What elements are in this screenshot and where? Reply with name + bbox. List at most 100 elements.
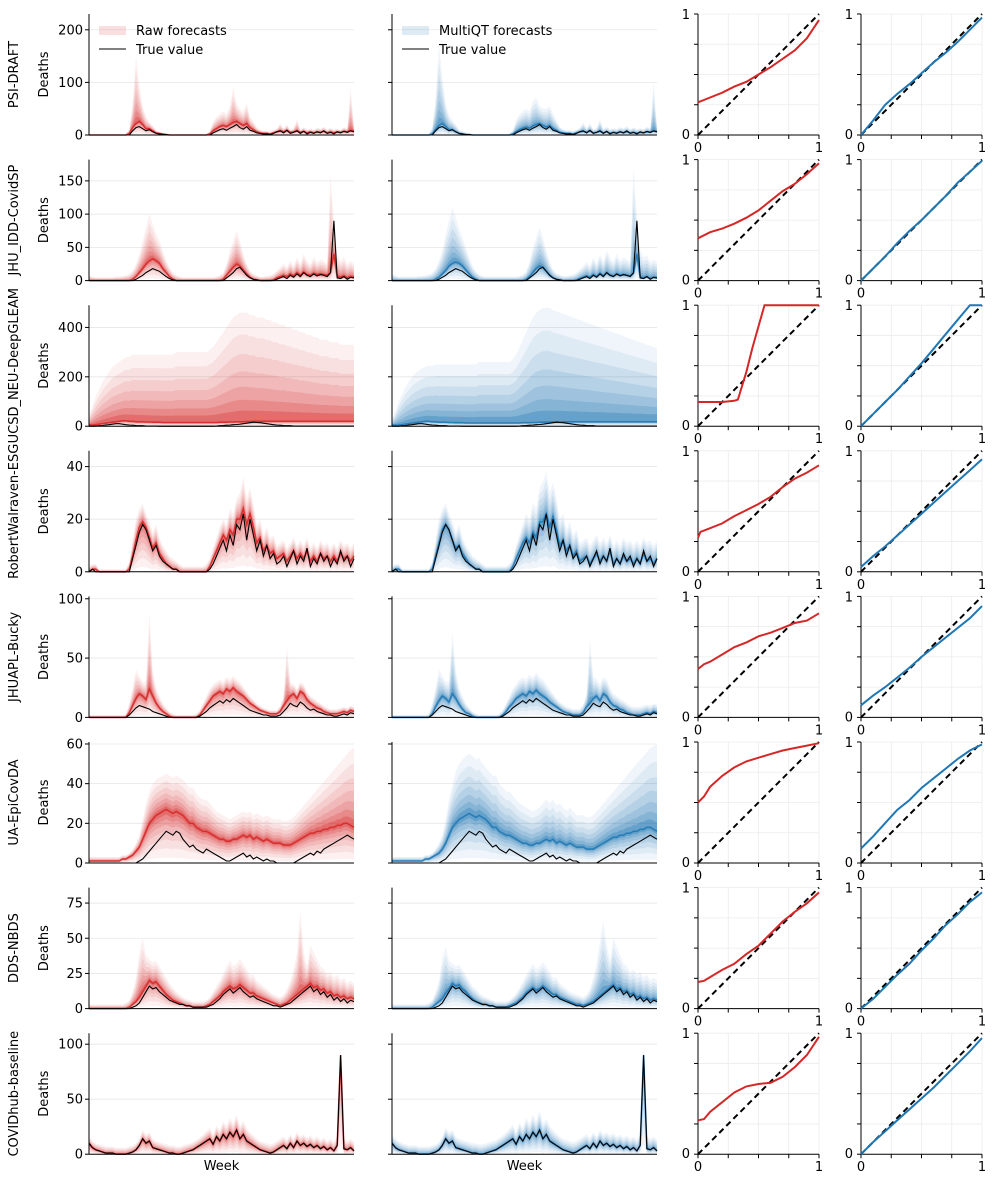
y-tick-label: 1: [682, 154, 690, 169]
y-tick-label: 1: [682, 445, 690, 460]
quantile-band: [392, 744, 657, 863]
quantile-band: [392, 1053, 657, 1155]
x-tick-label: 0: [694, 723, 702, 738]
calibration-raw-6: 1 00 1: [682, 882, 823, 1030]
calibration-curve: [697, 891, 820, 983]
quantile-band: [392, 794, 657, 862]
calibration-curve: [860, 304, 982, 427]
calibration-raw-1: 1 00 1: [682, 154, 823, 302]
raw-panel-4: 0 50 100 Deaths JHUAPL-Bucky: [7, 592, 355, 726]
quantile-band: [89, 489, 354, 572]
calibration-multiqt-6: 1 00 1: [845, 882, 986, 1030]
calibration-curve: [698, 304, 819, 403]
calibration-multiqt-5: 1 00 1: [845, 736, 986, 884]
y-tick-label: 1: [682, 590, 690, 605]
quantile-band: [392, 351, 657, 426]
x-tick-label: 0: [857, 432, 865, 447]
y-tick-label: 25: [66, 967, 83, 982]
calibration-multiqt-2: 1 00 1: [845, 299, 986, 447]
x-tick-label: 1: [815, 1160, 823, 1175]
legend-truth-label: True value: [135, 43, 203, 58]
y-tick-label: 1: [845, 1027, 853, 1042]
raw-panel-3: 0 20 40 Deaths RobertWalraven-ESG: [7, 444, 355, 580]
model-name-label: JHUAPL-Bucky: [7, 612, 22, 703]
median-line: [89, 686, 355, 719]
y-tick-label: 0: [682, 274, 690, 289]
y-tick-label: 1: [845, 882, 853, 897]
multiqt-panel-1: [388, 159, 658, 282]
raw-panel-0: 0 100 200 Deaths PSI-DRAFT Raw forecasts True …: [7, 14, 355, 144]
multiqt-panel-4: [388, 596, 658, 719]
quantile-band: [392, 969, 657, 1009]
calibration-raw-7: 1 00 1: [682, 1027, 823, 1175]
calibration-multiqt-4: 1 00 1: [845, 590, 986, 738]
quantile-band: [89, 748, 354, 863]
y-axis-label: Deaths: [37, 779, 52, 825]
y-tick-label: 1: [682, 1027, 690, 1042]
y-tick-label: 0: [75, 857, 83, 872]
quantile-band: [89, 664, 354, 718]
y-tick-label: 0: [75, 274, 83, 289]
quantile-band: [89, 241, 354, 281]
quantile-band: [392, 307, 657, 427]
y-tick-label: 150: [58, 174, 83, 189]
truth-line: [89, 123, 355, 136]
quantile-band: [89, 790, 354, 862]
y-tick-label: 75: [66, 897, 83, 912]
legend-band-label: MultiQT forecasts: [439, 24, 553, 39]
truth-line: [392, 123, 658, 136]
quantile-band: [89, 613, 354, 718]
y-tick-label: 60: [66, 737, 83, 752]
quantile-band: [89, 399, 354, 426]
x-tick-label: 0: [694, 1160, 702, 1175]
quantile-band: [89, 494, 354, 572]
calibration-curve: [697, 612, 820, 670]
x-tick-label: 1: [978, 1160, 986, 1175]
x-tick-label: 0: [694, 1015, 702, 1030]
model-name-label: COVIDhub-baseline: [7, 1031, 22, 1157]
quantile-band: [89, 56, 354, 135]
quantile-band: [89, 975, 354, 1009]
x-tick-label: 1: [978, 1015, 986, 1030]
quantile-band: [89, 386, 354, 426]
calibration-curve: [697, 742, 820, 804]
y-tick-label: 1: [845, 8, 853, 23]
quantile-band: [89, 1054, 354, 1155]
y-tick-label: 0: [75, 565, 83, 580]
x-tick-label: 1: [978, 141, 986, 156]
quantile-band: [392, 88, 657, 135]
truth-line: [392, 985, 658, 1010]
legend-band-label: Raw forecasts: [136, 24, 227, 39]
truth-line: [391, 513, 658, 573]
quantile-band: [392, 948, 657, 1009]
quantile-band: [392, 632, 657, 718]
median-line: [89, 979, 355, 1010]
calibration-raw-0: 1 00 1: [682, 8, 823, 156]
quantile-band: [392, 480, 657, 572]
y-tick-label: 100: [58, 1038, 83, 1053]
x-tick-label: 0: [857, 723, 865, 738]
quantile-band: [392, 960, 657, 1009]
quantile-band: [89, 354, 354, 426]
quantile-band: [392, 61, 657, 135]
y-tick-label: 1: [682, 882, 690, 897]
y-tick-label: 1: [682, 8, 690, 23]
y-tick-label: 0: [845, 1002, 853, 1017]
median-line: [392, 688, 658, 719]
quantile-band: [392, 1050, 657, 1155]
y-tick-label: 50: [66, 241, 83, 256]
raw-panel-5: 0 20 40 60 Deaths UA-EpiCovDA: [7, 737, 355, 872]
quantile-band: [89, 250, 354, 281]
y-tick-label: 0: [682, 419, 690, 434]
x-tick-label: 0: [694, 141, 702, 156]
quantile-band: [392, 921, 657, 1009]
x-tick-label: 1: [815, 869, 823, 884]
calibration-curve: [860, 16, 983, 136]
y-tick-label: 1: [845, 154, 853, 169]
quantile-band: [392, 385, 657, 426]
x-tick-label: 0: [857, 287, 865, 302]
x-tick-label: 1: [815, 432, 823, 447]
y-tick-label: 0: [845, 565, 853, 580]
y-axis-label: Deaths: [37, 488, 52, 534]
y-axis-label: Deaths: [37, 925, 52, 971]
